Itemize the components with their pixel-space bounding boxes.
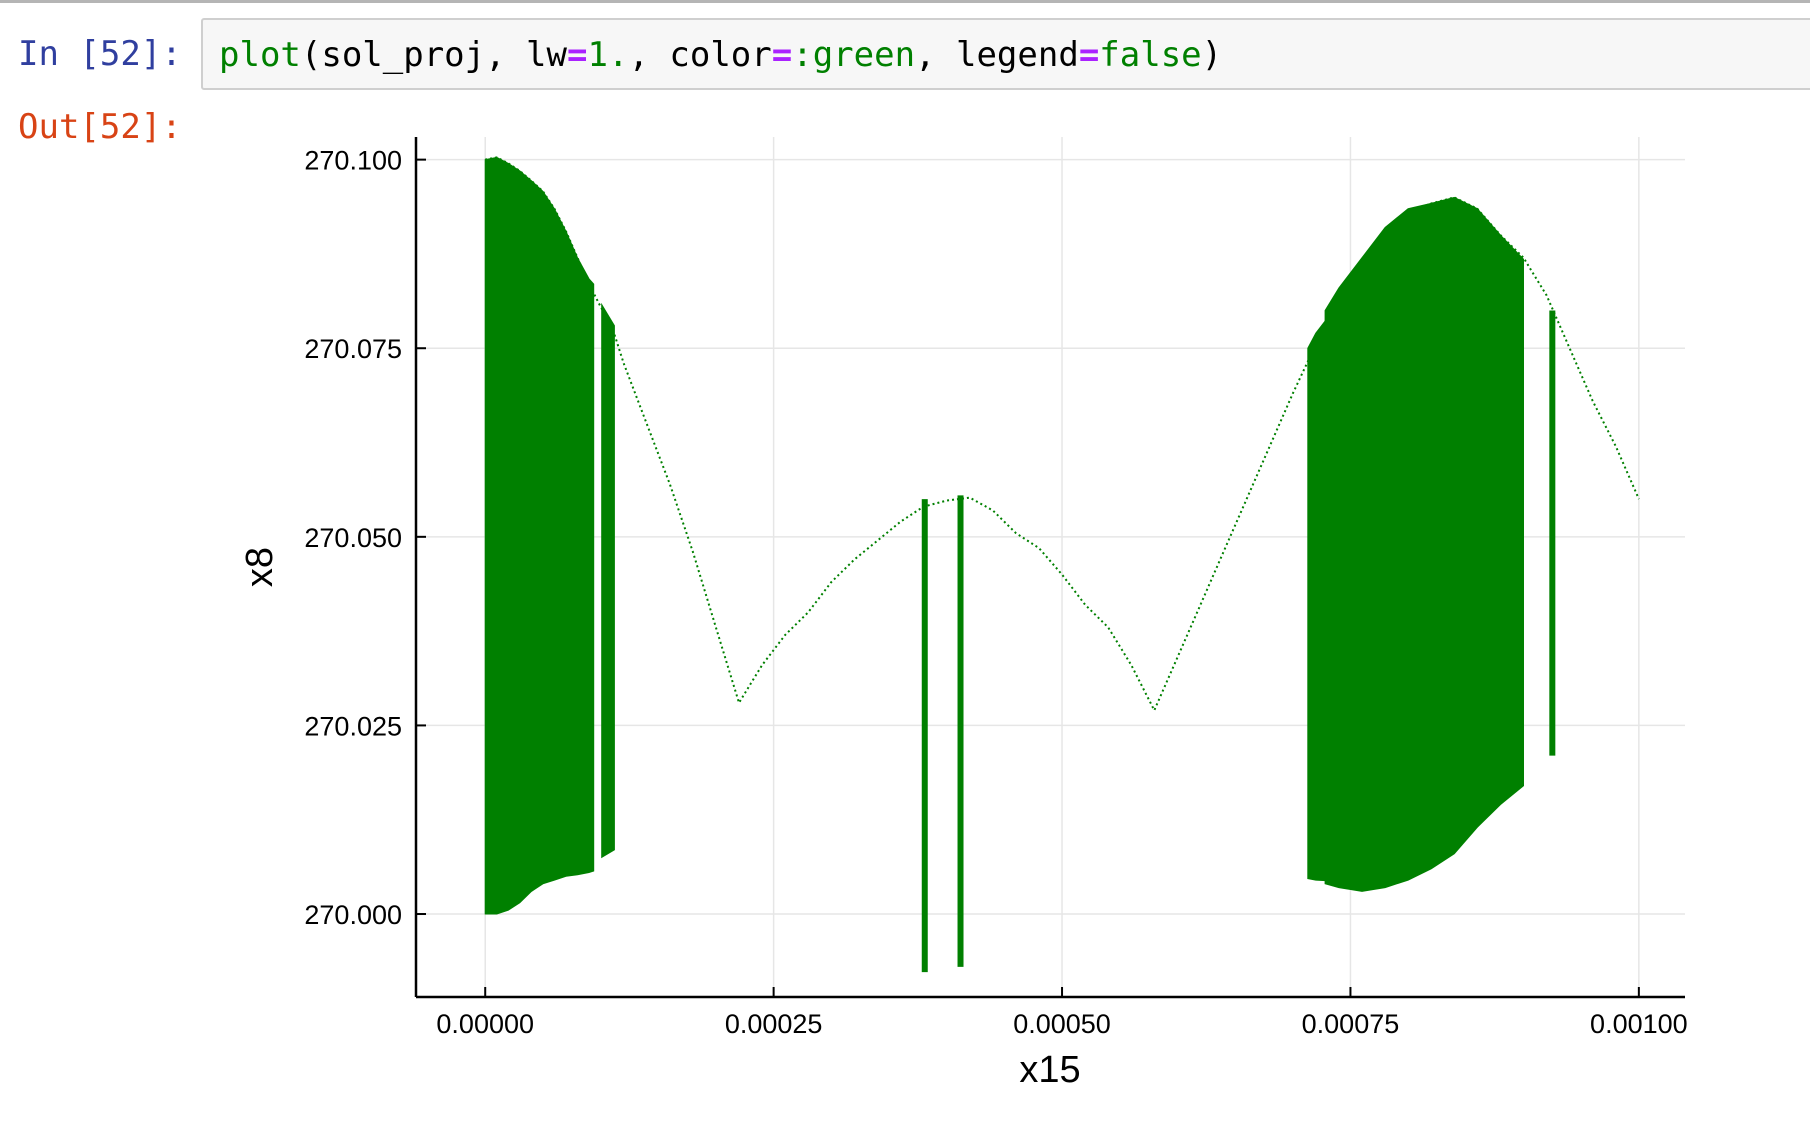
code-token-op: = — [771, 35, 793, 75]
series-oscillation-band — [601, 302, 615, 859]
code-cell-editor[interactable]: plot(sol_proj, lw=1., color=:green, lege… — [201, 18, 1810, 90]
cell-top-border — [0, 0, 1810, 3]
axis-layer: 0.00000 0.00025 0.00050 0.00075 0.00100 270.0… — [304, 137, 1688, 1039]
input-prompt: In [52]: — [18, 34, 182, 74]
y-tick-label: 270.000 — [304, 900, 402, 930]
code-token-plain: ) — [1201, 35, 1223, 75]
data-layer — [484, 156, 1640, 973]
code-token-plain: , legend — [915, 35, 1079, 75]
x-tick-label: 0.00100 — [1590, 1009, 1688, 1039]
y-tick-label: 270.025 — [304, 711, 402, 741]
x-axis-label: x15 — [1019, 1049, 1080, 1091]
code-token-op: = — [567, 35, 588, 75]
x-tick-label: 0.00025 — [725, 1009, 823, 1039]
code-token-num: 1. — [587, 35, 629, 75]
output-prompt: Out[52]: — [18, 107, 182, 147]
x-tick-label: 0.00050 — [1013, 1009, 1111, 1039]
series-oscillation-band — [484, 156, 595, 915]
code-token-plain: , color — [628, 35, 772, 75]
code-token-op: = — [1078, 35, 1100, 75]
series-oscillation-band — [1324, 196, 1524, 892]
y-tick-label: 270.050 — [304, 523, 402, 553]
code-line[interactable]: plot(sol_proj, lw=1., color=:green, lege… — [219, 35, 1222, 75]
x-tick-label: 0.00075 — [1302, 1009, 1400, 1039]
y-axis-label: x8 — [239, 547, 281, 587]
x-tick-label: 0.00000 — [436, 1009, 534, 1039]
code-token-plain: (sol_proj, lw — [300, 35, 567, 75]
code-token-kw: false — [1099, 35, 1202, 75]
code-token-builtin: plot — [219, 35, 301, 75]
y-tick-label: 270.100 — [304, 146, 402, 176]
y-tick-label: 270.075 — [304, 334, 402, 364]
code-token-sym: :green — [792, 35, 916, 75]
